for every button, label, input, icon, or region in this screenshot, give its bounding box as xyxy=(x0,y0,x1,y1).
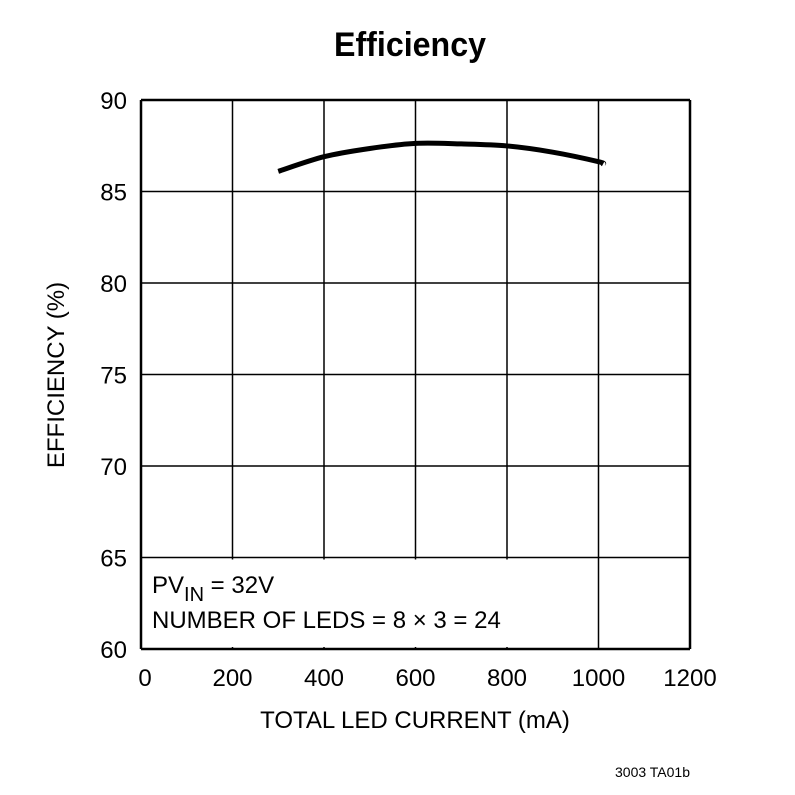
x-axis-label: TOTAL LED CURRENT (mA) xyxy=(260,707,570,734)
footnote: 3003 TA01b xyxy=(615,764,690,780)
y-tick-label: 90 xyxy=(100,88,127,115)
y-tick-label: 80 xyxy=(100,271,127,298)
y-tick-label: 70 xyxy=(100,454,127,481)
tick-labels: 0 200 400 600 800 1000 1200 60 65 70 75 80 85 90 xyxy=(100,88,716,692)
x-tick-label: 800 xyxy=(487,665,527,692)
efficiency-curve xyxy=(277,140,607,174)
y-tick-label: 65 xyxy=(100,546,127,573)
x-tick-label: 400 xyxy=(304,665,344,692)
annotation-in-subscript: IN xyxy=(184,584,204,606)
y-tick-label: 75 xyxy=(100,363,127,390)
annotation-leds: NUMBER OF LEDS = 8 × 3 = 24 xyxy=(152,607,501,634)
y-axis-label: EFFICIENCY (%) xyxy=(43,282,70,468)
x-tick-label: 1000 xyxy=(572,665,625,692)
x-tick-label: 0 xyxy=(138,665,151,692)
x-tick-label: 200 xyxy=(212,665,252,692)
x-tick-label: 1200 xyxy=(663,665,716,692)
y-tick-label: 60 xyxy=(100,637,127,664)
x-tick-label: 600 xyxy=(395,665,435,692)
grid xyxy=(139,98,692,651)
chart-title: Efficiency xyxy=(334,26,486,64)
annotation-background xyxy=(143,559,597,647)
annotation-pvin: PVIN = 32V xyxy=(152,572,274,606)
annotation-pv: PV xyxy=(152,572,184,599)
annotation-voltage: = 32V xyxy=(204,572,274,599)
y-tick-label: 85 xyxy=(100,180,127,207)
series xyxy=(277,140,607,174)
